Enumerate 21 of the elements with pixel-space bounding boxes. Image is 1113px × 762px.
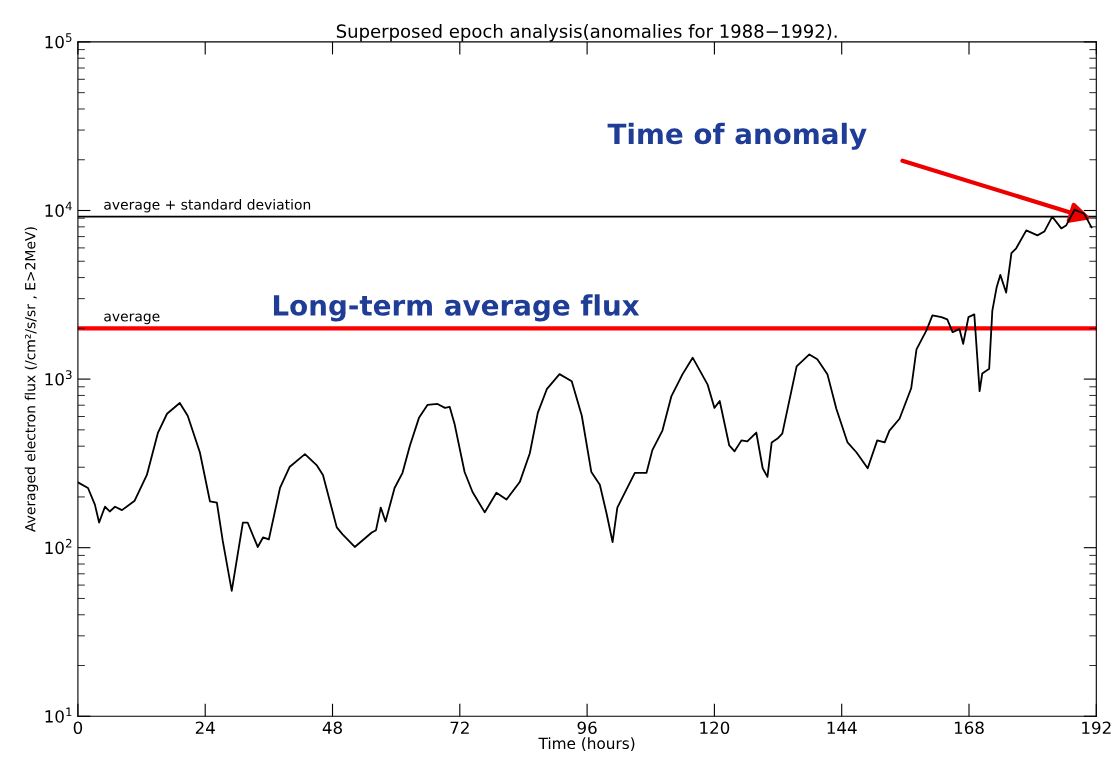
annotation: Long-term average flux	[273, 294, 640, 322]
ref-line-label: average	[104, 313, 160, 325]
x-tick-label: 48	[322, 721, 342, 735]
x-tick-label: 168	[954, 721, 984, 735]
x-tick-label: 72	[450, 721, 469, 734]
y-tick-label: 10$^{3}$	[45, 370, 72, 386]
y-axis-title: Averaged electron flux (/cm²/s/sr , E>2MeV)	[24, 227, 39, 532]
x-tick-label: 24	[195, 721, 215, 734]
ref-line-label: average + standard deviation	[104, 199, 311, 213]
x-axis-title: Time (hours)	[538, 737, 635, 751]
x-tick-label: 192	[1082, 721, 1111, 735]
x-tick-label: 0	[73, 721, 83, 735]
x-tick-label: 120	[700, 721, 730, 735]
y-tick-label: 10$^{2}$	[45, 538, 72, 555]
x-tick-label: 144	[827, 721, 857, 734]
y-tick-label: 10$^{1}$	[45, 707, 72, 723]
y-tick-label: 10$^{5}$	[45, 33, 72, 49]
annotation: Time of anomaly	[607, 122, 867, 150]
x-tick-label: 96	[577, 721, 597, 735]
y-tick-label: 10$^{4}$	[45, 201, 72, 217]
chart-title: Superposed epoch analysis(anomalies for 1988−1992).	[336, 24, 837, 42]
